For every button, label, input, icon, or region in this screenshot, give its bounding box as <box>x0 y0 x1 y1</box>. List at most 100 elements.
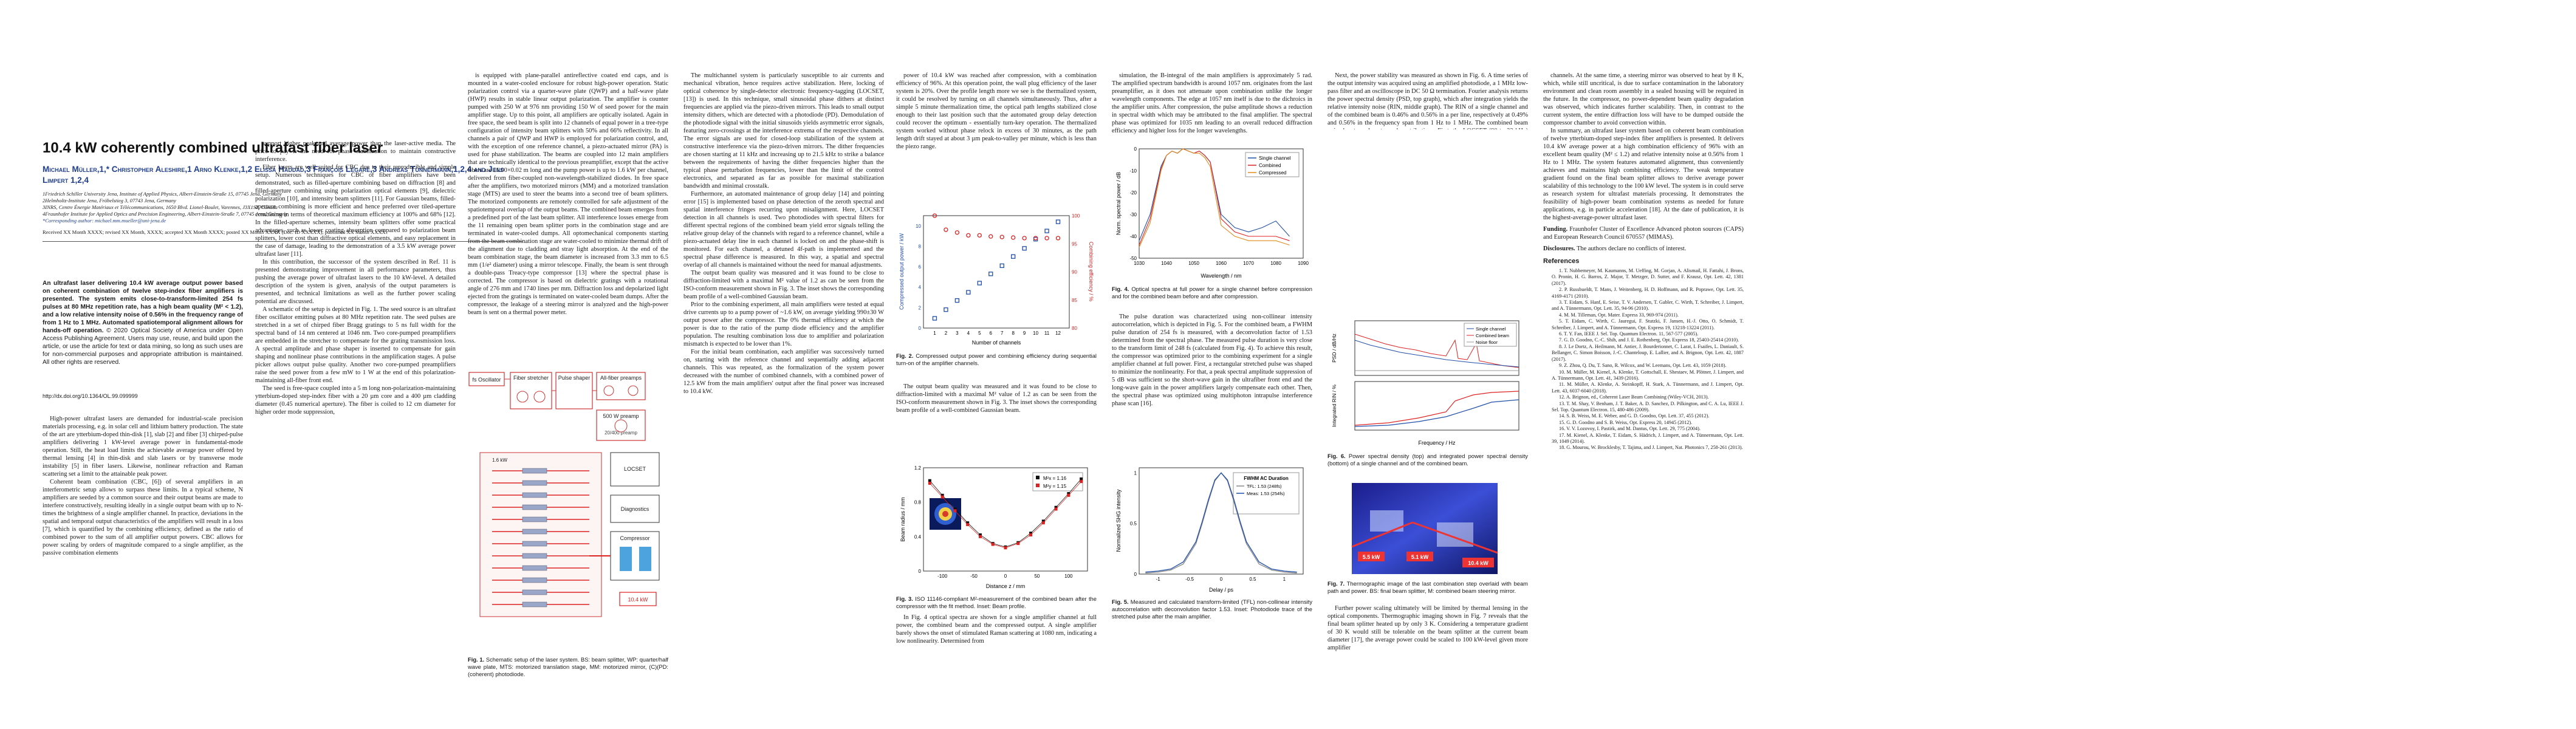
pump-power-label: 1.6 kW <box>492 457 507 463</box>
chart-power-efficiency: Compressed output power / kW Combining e… <box>899 213 1094 346</box>
doi-link[interactable]: http://dx.doi.org/10.1364/OL.99.099999 <box>43 393 138 399</box>
efficiency-point <box>954 230 960 235</box>
x-tick-label: -1 <box>1156 577 1161 582</box>
amplifier-array <box>479 452 602 617</box>
figure-3-caption: Fig. 3. ISO 11146-compliant M²-measureme… <box>896 595 1097 610</box>
y-tick-label: -30 <box>1129 212 1137 217</box>
power-point <box>932 316 937 321</box>
y-axis-label: Beam radius / mm <box>900 497 906 541</box>
reference-item: 17. M. Kienel, A. Klenke, T. Eidam, S. H… <box>1552 432 1744 444</box>
paragraph: channels. At the same time, a steering m… <box>1543 72 1744 126</box>
x-tick-label: 1070 <box>1243 261 1254 266</box>
power-point <box>966 290 971 295</box>
stretcher-box <box>510 372 552 409</box>
x-tick-label: 1040 <box>1161 261 1172 266</box>
rin-single-line <box>1354 399 1519 427</box>
reference-item: 11. M. Müller, A. Klenke, A. Steinkopff,… <box>1552 382 1744 394</box>
y2-tick-label: 95 <box>1072 241 1077 247</box>
legend <box>1464 323 1517 347</box>
reference-item: 2. P. Russbueldt, T. Mans, J. Weitenberg… <box>1552 287 1744 299</box>
caustic-fit-line <box>930 481 1081 549</box>
x-tick-label: 4 <box>967 330 970 336</box>
reference-item: 15. G. D. Goodno and S. B. Weiss, Opt. E… <box>1559 419 1693 425</box>
output-power-label: 10.4 kW <box>628 597 648 603</box>
figure-3: Beam radius / mm Distance z / mm M²x = 1… <box>896 462 1097 610</box>
power-point <box>1022 246 1027 251</box>
x-tick-label: 7 <box>1001 330 1004 336</box>
efficiency-point <box>966 233 971 238</box>
corresponding-author[interactable]: *Corresponding author: michael.mm.muelle… <box>43 217 166 224</box>
disclosures-label: Disclosures. <box>1543 245 1575 252</box>
paper-header: 10.4 kW coherently combined ultrafast fi… <box>43 140 522 248</box>
efficiency-point <box>977 233 982 238</box>
preamps-box <box>596 372 646 400</box>
caption-text: Optical spectra at full power for a sing… <box>1112 286 1312 299</box>
y-axis-label-top: PSD / dB/Hz <box>1331 334 1337 363</box>
y-tick-label: 8 <box>919 244 922 249</box>
power-tag <box>1358 552 1385 561</box>
figure-2: Compressed output power / kW Combining e… <box>896 210 1097 367</box>
x-tick-label: 12 <box>1055 330 1061 336</box>
chart-spectra: Norm. spectral power / dB Wavelength / n… <box>1115 146 1309 279</box>
figure-5: Normalized SHG intensity Delay / ps FWHM… <box>1112 462 1312 620</box>
power-point <box>954 298 960 303</box>
y-axis-label: Compressed output power / kW <box>899 233 905 310</box>
x-tick-label: 0.5 <box>1249 577 1256 582</box>
column-3-text: is equipped with plane-parallel antirefl… <box>468 72 668 357</box>
y-tick-label: 0 <box>919 326 922 331</box>
power-tag-label: 5.1 kW <box>1411 554 1429 560</box>
legend-entry: Single channel <box>1476 326 1506 332</box>
psd-single-line <box>1354 340 1519 368</box>
efficiency-point <box>932 213 937 218</box>
rin-panel <box>1354 381 1519 431</box>
efficiency-point <box>1011 235 1016 240</box>
power-point <box>1044 228 1049 233</box>
column-6-top: simulation, the B-integral of the main a… <box>1112 72 1312 139</box>
column-4: The multichannel system is particularly … <box>683 72 884 710</box>
paragraph: A schematic of the setup is depicted in … <box>255 306 456 384</box>
x-axis-label: Frequency / Hz <box>1418 440 1456 446</box>
y-tick-label: 1 <box>1134 470 1137 476</box>
x-tick-label: 1050 <box>1188 261 1199 266</box>
x-tick-label: 1 <box>933 330 936 336</box>
disclosures: Disclosures. The authors declare no conf… <box>1543 245 1744 253</box>
abstract: An ultrafast laser delivering 10.4 kW av… <box>43 279 243 366</box>
caption-label: Fig. 6. <box>1327 453 1346 459</box>
x-tick-label: -0.5 <box>1185 577 1194 582</box>
x-tick-label: 2 <box>945 330 948 336</box>
efficiency-point <box>1055 236 1061 241</box>
funding-text: Fraunhofer Cluster of Excellence Advance… <box>1543 226 1744 241</box>
power-point <box>988 272 993 276</box>
reference-item: 5. T. Eidam, C. Wirth, C. Jauregui, F. S… <box>1552 318 1744 330</box>
reference-item: 7. G. D. Goodno, C.-C. Shih, and J. E. R… <box>1559 337 1739 343</box>
reference-item: 16. V. V. Lozovoy, I. Pastirk, and M. Da… <box>1559 426 1701 432</box>
paragraph: Fiber lasers are well suited for CBC due… <box>255 164 456 258</box>
paragraph: Furthermore, an automated maintenance of… <box>683 191 884 269</box>
figure-5-caption: Fig. 5. Measured and calculated transfor… <box>1112 598 1312 620</box>
reference-item: 4. M. M. Tilleman, Opt. Mater. Express 3… <box>1559 312 1679 318</box>
spectrum-line <box>1139 148 1290 248</box>
y-tick-label: -10 <box>1129 168 1137 174</box>
reference-item: 9. Z. Zhou, Q. Du, T. Sano, R. Wilcox, a… <box>1559 363 1727 369</box>
x-axis-label: Wavelength / nm <box>1201 273 1241 279</box>
y-tick-label: 10 <box>916 224 921 229</box>
figure-4-caption: Fig. 4. Optical spectra at full power fo… <box>1112 286 1312 300</box>
legend-entry: Compressed <box>1259 170 1286 176</box>
paragraph: High-power ultrafast lasers are demanded… <box>43 416 243 477</box>
figure-6-caption: Fig. 6. Power spectral density (top) and… <box>1327 453 1528 467</box>
references-heading: References <box>1543 258 1580 265</box>
legend <box>1032 472 1083 491</box>
legend-entry: Meas: 1.53 (254fs) <box>1247 491 1285 496</box>
x-tick-label: 11 <box>1044 330 1050 336</box>
oscillator-label: fs Oscillator <box>472 377 501 383</box>
figure-7: 5.5 kW 5.1 kW 10.4 kW Fig. 7. Thermograp… <box>1327 480 1528 595</box>
power-tag-label: 5.5 kW <box>1363 554 1380 560</box>
x-axis-label: Delay / ps <box>1209 587 1234 593</box>
power-tag <box>1406 552 1433 561</box>
x-tick-label: 50 <box>1034 573 1040 579</box>
y-axis-label: Normalized SHG intensity <box>1115 489 1122 552</box>
chart-autocorrelation: Normalized SHG intensity Delay / ps FWHM… <box>1115 467 1304 593</box>
stretcher-label: Fiber stretcher <box>513 375 549 381</box>
caption-text: Schematic setup of the laser system. BS:… <box>468 656 669 677</box>
legend-entry: Single channel <box>1259 156 1291 161</box>
